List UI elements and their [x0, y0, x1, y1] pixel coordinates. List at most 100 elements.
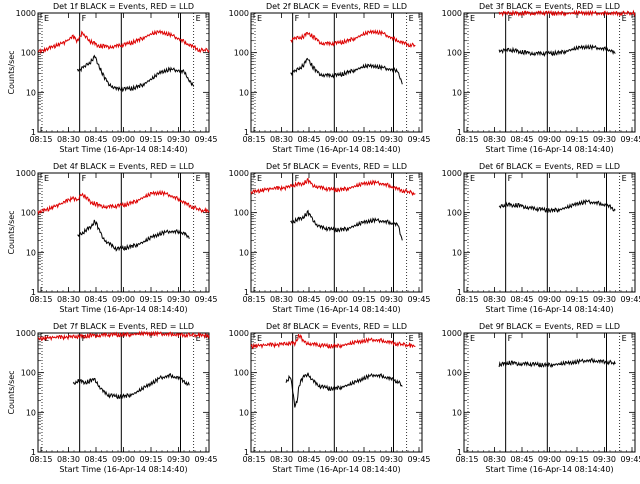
x-tick-label: 09:15	[139, 455, 162, 464]
panel-title: Det 3f BLACK = Events, RED = LLD	[479, 2, 620, 11]
x-tick-label: 09:00	[112, 295, 135, 304]
plot-frame	[250, 12, 423, 133]
panel-det-4: Det 4f BLACK = Events, RED = LLD 1 10 100 10…	[7, 162, 218, 314]
y-tick-label: 100	[21, 369, 36, 378]
y-tick-label: 1000	[229, 9, 249, 18]
marker-label: F	[508, 174, 513, 183]
x-tick-label: 09:30	[167, 455, 190, 464]
series-events	[290, 209, 403, 241]
panel-title: Det 5f BLACK = Events, RED = LLD	[266, 162, 407, 171]
y-tick-label: 100	[447, 49, 462, 58]
panel-det-5: Det 5f BLACK = Events, RED = LLD 1 10 100 10…	[229, 162, 431, 314]
x-tick-label: 09:45	[620, 295, 640, 304]
x-tick-label: 09:15	[565, 135, 588, 144]
series-events	[498, 44, 616, 57]
x-tick-label: 09:15	[352, 295, 375, 304]
y-tick-label: 100	[21, 49, 36, 58]
marker-label: F	[295, 174, 300, 183]
y-tick-label: 1	[244, 288, 249, 297]
marker-label: E	[622, 334, 627, 343]
marker-label: E	[470, 174, 475, 183]
x-tick-label: 08:45	[510, 295, 533, 304]
x-tick-label: 08:30	[57, 135, 80, 144]
x-tick-label: 08:30	[483, 455, 506, 464]
x-tick-label: 09:15	[565, 455, 588, 464]
panel-title: Det 9f BLACK = Events, RED = LLD	[479, 322, 620, 331]
marker-label: E	[470, 334, 475, 343]
y-tick-label: 10	[239, 248, 249, 257]
series-events	[77, 219, 190, 252]
series-lld	[290, 28, 416, 49]
marker-label: F	[508, 334, 513, 343]
y-tick-label: 1000	[16, 9, 36, 18]
y-tick-label: 1	[31, 448, 36, 457]
x-tick-label: 09:00	[538, 455, 561, 464]
marker-label: F	[295, 334, 300, 343]
y-tick-label: 100	[447, 369, 462, 378]
x-tick-label: 09:45	[194, 295, 217, 304]
x-tick-label: 08:45	[510, 135, 533, 144]
y-tick-label: 10	[452, 248, 462, 257]
x-tick-label: 08:30	[483, 295, 506, 304]
x-tick-label: 08:45	[297, 455, 320, 464]
marker-label: F	[82, 14, 87, 23]
x-tick-label: 09:15	[565, 295, 588, 304]
x-tick-label: 09:45	[620, 135, 640, 144]
panel-det-1: Det 1f BLACK = Events, RED = LLD 1 10 100 10…	[7, 2, 218, 154]
x-tick-label: 08:15	[242, 455, 265, 464]
x-tick-label: 09:30	[380, 295, 403, 304]
y-tick-label: 1000	[442, 9, 462, 18]
x-axis-label: Start Time (16-Apr-14 08:14:40)	[485, 145, 613, 154]
y-tick-label: 10	[452, 408, 462, 417]
x-tick-label: 09:30	[380, 455, 403, 464]
x-tick-label: 09:45	[407, 455, 430, 464]
x-tick-label: 08:15	[242, 295, 265, 304]
panel-title: Det 6f BLACK = Events, RED = LLD	[479, 162, 620, 171]
x-axis-label: Start Time (16-Apr-14 08:14:40)	[272, 305, 400, 314]
y-tick-label: 10	[239, 408, 249, 417]
y-tick-label: 1000	[229, 329, 249, 338]
marker-label: E	[470, 14, 475, 23]
panel-det-2: Det 2f BLACK = Events, RED = LLD 1 10 100 10…	[229, 2, 431, 154]
y-tick-label: 1	[31, 128, 36, 137]
x-tick-label: 08:45	[297, 135, 320, 144]
x-axis-label: Start Time (16-Apr-14 08:14:40)	[59, 145, 187, 154]
marker-label: E	[44, 174, 49, 183]
y-tick-label: 1	[244, 448, 249, 457]
x-tick-label: 08:45	[510, 455, 533, 464]
marker-label: E	[196, 14, 201, 23]
plot-frame	[37, 332, 210, 453]
x-tick-label: 09:00	[112, 455, 135, 464]
series-lld	[37, 189, 210, 215]
series-events	[72, 372, 190, 400]
y-tick-label: 100	[234, 49, 249, 58]
series-events	[77, 54, 195, 93]
x-tick-label: 09:15	[139, 135, 162, 144]
x-tick-label: 09:45	[194, 135, 217, 144]
x-axis-label: Start Time (16-Apr-14 08:14:40)	[59, 465, 187, 474]
marker-label: E	[196, 334, 201, 343]
x-axis-label: Start Time (16-Apr-14 08:14:40)	[59, 305, 187, 314]
x-tick-label: 08:15	[29, 455, 52, 464]
series-lld	[498, 9, 636, 18]
panel-det-7: Det 7f BLACK = Events, RED = LLD 1 10 100 10…	[7, 322, 218, 474]
marker-label: F	[82, 174, 87, 183]
y-axis-label: Counts/sec	[7, 50, 16, 94]
x-tick-label: 08:45	[297, 295, 320, 304]
panel-title: Det 1f BLACK = Events, RED = LLD	[53, 2, 194, 11]
x-tick-label: 09:30	[167, 135, 190, 144]
plot-frame	[463, 172, 636, 293]
x-tick-label: 08:30	[270, 295, 293, 304]
marker-label: E	[257, 14, 262, 23]
plot-frame	[463, 332, 636, 453]
plot-frame	[37, 12, 210, 133]
panel-title: Det 8f BLACK = Events, RED = LLD	[266, 322, 407, 331]
y-tick-label: 10	[26, 408, 36, 417]
series-events	[290, 57, 403, 85]
x-tick-label: 09:15	[139, 295, 162, 304]
x-tick-label: 09:30	[593, 295, 616, 304]
x-tick-label: 08:15	[455, 455, 478, 464]
plot-frame	[463, 12, 636, 133]
x-tick-label: 08:30	[57, 455, 80, 464]
